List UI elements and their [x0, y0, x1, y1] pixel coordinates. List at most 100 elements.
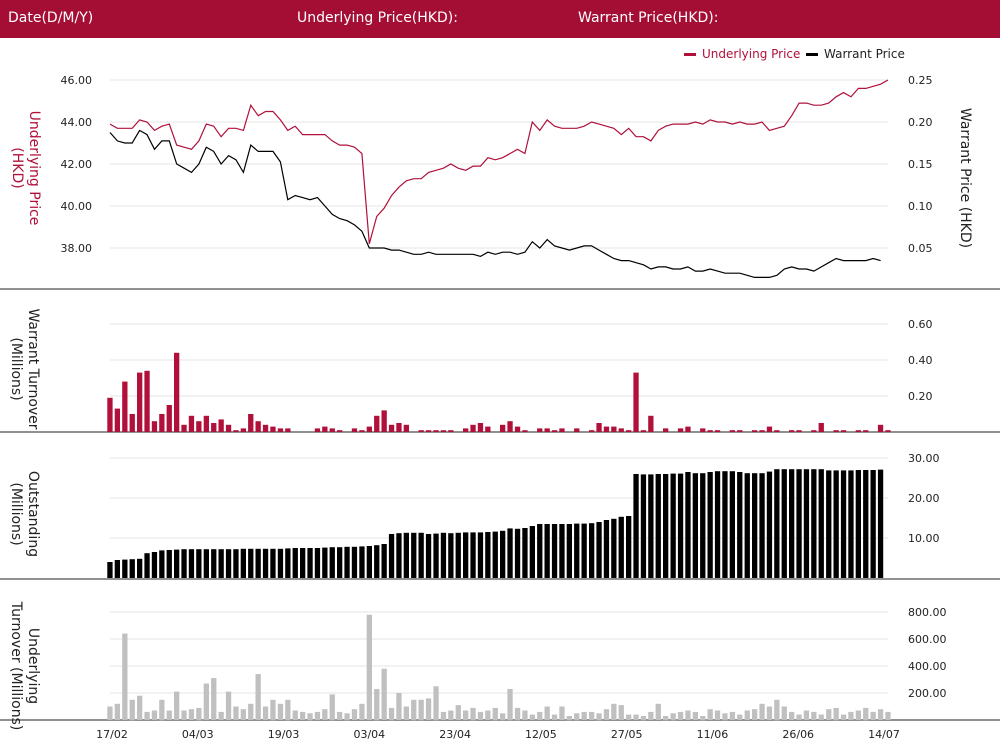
outstanding-bar	[781, 469, 787, 578]
x-axis-tick: 03/04	[353, 728, 385, 741]
underlying-turnover-bar	[292, 710, 298, 720]
underlying-turnover-bar	[574, 713, 580, 721]
underlying-turnover-bar	[388, 707, 395, 721]
underlying-turnover-bar	[211, 678, 217, 720]
underlying-turnover-bar	[766, 706, 773, 720]
warrant-turnover-tick: 0.40	[908, 354, 933, 367]
underlying-turnover-bar	[300, 711, 306, 720]
warrant-turnover-axis-label: Warrant Turnover	[25, 308, 41, 429]
x-axis-tick: 14/07	[868, 728, 900, 741]
warrant-turnover-bar	[855, 430, 861, 432]
underlying-turnover-bar	[722, 713, 728, 721]
outstanding-bar	[677, 473, 684, 578]
outstanding-bar	[455, 532, 461, 578]
outstanding-bar	[137, 558, 143, 578]
warrant-turnover-bar	[618, 428, 624, 432]
underlying-turnover-tick: 600.00	[908, 633, 947, 646]
outstanding-bar	[714, 471, 721, 578]
warrant-turnover-bar	[603, 426, 610, 432]
warrant-turnover-bar	[203, 415, 209, 432]
warrant-turnover-bar	[381, 410, 387, 432]
warrant-turnover-bar	[322, 426, 328, 432]
outstanding-bar	[611, 518, 617, 578]
outstanding-bar	[285, 548, 291, 578]
outstanding-bar	[114, 560, 120, 578]
warrant-turnover-bar	[648, 415, 654, 432]
underlying-turnover-bar	[500, 713, 506, 721]
outstanding-bar	[337, 547, 343, 578]
warrant-turnover-bar	[507, 421, 513, 432]
price-left-axis-label-unit: (HKD)	[9, 147, 25, 188]
underlying-turnover-bar	[692, 711, 698, 720]
outstanding-bar	[551, 524, 558, 578]
underlying-turnover-bar	[759, 703, 765, 720]
underlying-turnover-bar	[337, 711, 343, 720]
underlying-turnover-bar	[470, 707, 476, 721]
underlying-turnover-bar	[218, 711, 224, 720]
outstanding-bar	[877, 469, 884, 578]
price-right-tick: 0.15	[908, 158, 933, 171]
underlying-turnover-bar	[611, 703, 617, 720]
warrant-turnover-bar	[114, 408, 120, 432]
warrant-turnover-bar	[366, 426, 372, 432]
underlying-turnover-bar	[425, 698, 432, 720]
warrant-turnover-bar	[818, 423, 824, 432]
outstanding-bar	[248, 548, 254, 578]
underlying-turnover-bar	[225, 691, 232, 720]
outstanding-bar	[500, 530, 506, 578]
outstanding-bar	[581, 523, 587, 578]
underlying-turnover-bar	[129, 699, 135, 721]
warrant-turnover-bar	[225, 424, 232, 432]
underlying-turnover-bar	[277, 703, 284, 720]
underlying-turnover-bar	[196, 707, 202, 721]
warrant-turnover-bar	[544, 428, 550, 432]
underlying-turnover-bar	[581, 711, 587, 720]
outstanding-tick: 20.00	[908, 492, 940, 505]
underlying-turnover-bar	[159, 699, 165, 721]
outstanding-bar	[640, 474, 647, 578]
underlying-turnover-bar	[707, 709, 713, 720]
warrant-turnover-bar	[677, 428, 684, 432]
underlying-turnover-bar	[551, 714, 558, 720]
outstanding-axis-label: (Millions)	[8, 482, 24, 545]
underlying-turnover-bar	[351, 709, 358, 720]
underlying-turnover-bar	[677, 711, 684, 720]
legend-underlying[interactable]: Underlying Price	[684, 47, 800, 61]
outstanding-bar	[374, 545, 380, 578]
warrant-turnover-bar	[403, 424, 409, 432]
outstanding-bar	[566, 524, 572, 578]
underlying-turnover-bar	[477, 711, 484, 720]
outstanding-bar	[626, 516, 632, 578]
outstanding-bar	[633, 474, 639, 578]
x-axis-tick: 11/06	[697, 728, 729, 741]
warrant-turnover-bar	[522, 430, 528, 432]
underlying-turnover-bar	[544, 706, 550, 720]
x-axis-tick: 12/05	[525, 728, 557, 741]
warrant-turnover-bar	[574, 428, 580, 432]
price-right-tick: 0.10	[908, 200, 933, 213]
underlying-turnover-bar	[700, 716, 706, 721]
outstanding-bar	[833, 470, 839, 578]
outstanding-bar	[544, 524, 550, 578]
warrant-turnover-bar	[759, 430, 765, 432]
underlying-turnover-bar	[307, 713, 313, 721]
warrant-turnover-bar	[166, 405, 172, 432]
warrant-turnover-bar	[122, 381, 128, 432]
outstanding-bar	[685, 472, 691, 578]
underlying-turnover-bar	[396, 693, 402, 720]
x-axis-tick: 27/05	[611, 728, 643, 741]
underlying-turnover-bar	[144, 711, 150, 720]
warrant-turnover-bar	[833, 430, 839, 432]
underlying-turnover-bar	[744, 710, 750, 720]
warrant-turnover-bar	[626, 430, 632, 432]
outstanding-bar	[433, 533, 439, 578]
underlying-turnover-bar	[633, 714, 639, 720]
underlying-turnover-bar	[626, 714, 632, 720]
legend-warrant[interactable]: Warrant Price	[806, 47, 905, 61]
underlying-turnover-bar	[455, 705, 461, 720]
warrant-turnover-bar	[863, 430, 869, 432]
underlying-turnover-bar	[240, 709, 246, 720]
underlying-turnover-bar	[359, 703, 365, 720]
outstanding-bar	[707, 472, 713, 578]
underlying-turnover-bar	[433, 686, 439, 721]
